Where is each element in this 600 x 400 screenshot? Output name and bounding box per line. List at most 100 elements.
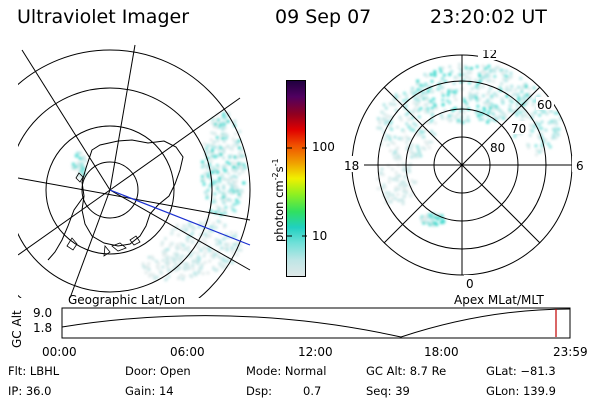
aurora-pixel xyxy=(160,243,164,247)
aurora-pixel xyxy=(210,170,214,174)
aurora-pixel xyxy=(384,122,388,126)
aurora-pixel xyxy=(204,190,207,194)
aurora-pixel xyxy=(218,176,222,180)
aurora-pixel xyxy=(239,162,243,166)
aurora-pixel xyxy=(201,238,205,242)
aurora-pixel xyxy=(237,139,241,143)
aurora-pixel xyxy=(171,228,175,232)
aurora-pixel xyxy=(493,69,497,73)
aurora-pixel xyxy=(442,220,446,223)
aurora-pixel xyxy=(475,99,479,103)
aurora-pixel xyxy=(505,75,509,79)
aurora-pixel xyxy=(231,251,235,255)
aurora-pixel xyxy=(387,180,391,184)
aurora-pixel xyxy=(178,246,182,250)
aurora-pixel xyxy=(214,268,218,272)
aurora-pixel xyxy=(212,125,216,129)
ip-info: IP: 36.0 xyxy=(8,384,52,398)
aurora-pixel xyxy=(224,205,228,209)
aurora-pixel xyxy=(416,110,420,113)
aurora-pixel xyxy=(386,164,390,168)
aurora-pixel xyxy=(378,126,382,130)
aurora-pixel xyxy=(225,264,229,268)
filter-info: Flt: LBHL xyxy=(8,364,60,378)
aurora-pixel xyxy=(173,261,177,265)
aurora-pixel xyxy=(471,96,475,100)
aurora-pixel xyxy=(384,191,388,195)
aurora-pixel xyxy=(424,107,428,111)
aurora-pixel xyxy=(464,66,468,70)
aurora-pixel xyxy=(388,193,391,197)
aurora-pixel xyxy=(421,146,425,150)
aurora-pixel xyxy=(452,81,456,85)
aurora-pixel xyxy=(400,180,404,184)
aurora-pixel xyxy=(238,154,242,158)
aurora-pixel xyxy=(182,243,186,247)
aurora-pixel xyxy=(179,259,183,263)
aurora-pixel xyxy=(391,193,395,197)
mlt-label-0: 0 xyxy=(466,277,474,288)
aurora-pixel xyxy=(494,117,498,121)
aurora-pixel xyxy=(202,182,206,186)
aurora-pixel xyxy=(407,165,411,169)
aurora-pixel xyxy=(422,97,426,101)
aurora-pixel xyxy=(233,234,237,238)
aurora-pixel xyxy=(235,202,239,205)
aurora-pixel xyxy=(466,115,470,119)
aurora-pixel xyxy=(502,77,506,81)
aurora-pixel xyxy=(464,74,468,78)
aurora-pixel xyxy=(224,178,228,182)
aurora-pixel xyxy=(394,176,398,180)
aurora-pixel xyxy=(383,185,387,189)
aurora-pixel xyxy=(516,93,520,96)
aurora-pixel xyxy=(203,142,206,146)
aurora-pixel xyxy=(433,70,437,74)
aurora-pixel xyxy=(439,221,443,224)
altitude-curve xyxy=(61,308,571,338)
aurora-pixel xyxy=(177,233,181,237)
aurora-pixel xyxy=(447,89,451,93)
aurora-pixel xyxy=(485,79,489,83)
colorbar xyxy=(286,80,307,277)
aurora-pixel xyxy=(492,68,495,72)
aurora-pixel xyxy=(409,194,413,198)
aurora-pixel xyxy=(417,115,421,119)
aurora-pixel xyxy=(216,166,220,170)
aurora-pixel xyxy=(234,186,238,190)
aurora-pixel xyxy=(203,222,207,226)
aurora-pixel xyxy=(80,162,84,166)
aurora-pixel xyxy=(405,122,409,126)
aurora-pixel xyxy=(422,217,425,220)
aurora-pixel xyxy=(175,267,178,271)
aurora-pixel xyxy=(539,131,543,135)
aurora-pixel xyxy=(71,162,75,166)
aurora-pixel xyxy=(147,262,151,266)
aurora-pixel xyxy=(232,165,236,169)
aurora-pixel xyxy=(455,113,459,117)
aurora-pixel xyxy=(429,99,433,103)
aurora-pixel xyxy=(459,110,462,114)
aurora-pixel xyxy=(388,135,392,138)
aurora-pixel xyxy=(554,130,557,134)
aurora-pixel xyxy=(227,242,230,246)
aurora-pixel xyxy=(541,148,545,152)
aurora-pixel xyxy=(424,97,428,101)
aurora-pixel xyxy=(79,166,83,169)
aurora-pixel xyxy=(234,132,238,136)
aurora-pixel xyxy=(523,114,527,118)
aurora-pixel xyxy=(73,167,77,171)
aurora-pixel xyxy=(414,180,418,184)
aurora-pixel xyxy=(478,117,482,121)
aurora-pixel xyxy=(381,173,385,177)
aurora-pixel xyxy=(221,127,225,131)
aurora-pixel xyxy=(240,148,244,152)
aurora-pixel xyxy=(83,165,87,169)
aurora-pixel xyxy=(225,259,229,263)
aurora-pixel xyxy=(466,119,470,123)
aurora-pixel xyxy=(230,205,234,209)
aurora-pixel xyxy=(511,109,515,113)
aurora-pixel xyxy=(493,114,497,118)
aurora-pixel xyxy=(223,116,227,120)
aurora-pixel xyxy=(242,154,246,158)
aurora-pixel xyxy=(215,164,219,167)
